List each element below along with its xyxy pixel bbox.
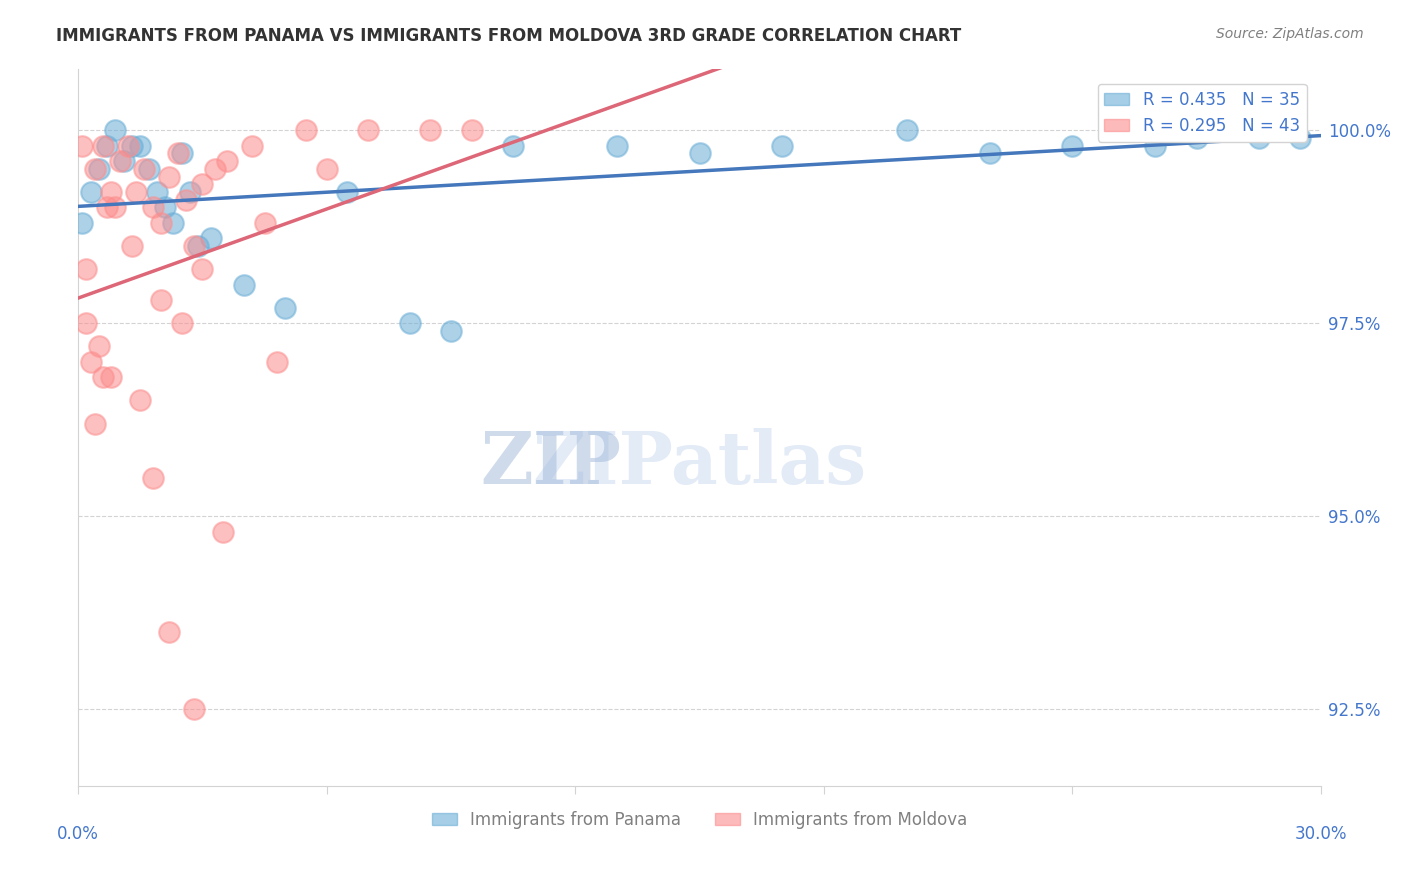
Immigrants from Moldova	[295, 123, 318, 137]
Immigrants from Panama	[1185, 131, 1208, 145]
Immigrants from Panama	[146, 185, 169, 199]
Immigrants from Moldova	[149, 216, 172, 230]
Immigrants from Moldova	[240, 138, 263, 153]
Text: ZIPatlas: ZIPatlas	[533, 428, 866, 499]
Immigrants from Moldova	[91, 370, 114, 384]
Immigrants from Panama	[1123, 123, 1146, 137]
Immigrants from Panama	[200, 231, 222, 245]
Immigrants from Moldova	[104, 201, 127, 215]
Immigrants from Panama	[1289, 131, 1312, 145]
Immigrants from Panama	[502, 138, 524, 153]
Immigrants from Moldova	[87, 339, 110, 353]
Immigrants from Panama	[398, 316, 420, 330]
Immigrants from Panama	[121, 138, 143, 153]
Immigrants from Moldova	[134, 161, 156, 176]
Immigrants from Panama	[170, 146, 193, 161]
Immigrants from Moldova	[357, 123, 380, 137]
Immigrants from Moldova	[72, 138, 94, 153]
Immigrants from Panama	[79, 185, 101, 199]
Text: ZIP: ZIP	[479, 428, 621, 499]
Immigrants from Panama	[153, 201, 176, 215]
Immigrants from Panama	[87, 161, 110, 176]
Immigrants from Panama	[896, 123, 918, 137]
Immigrants from Moldova	[75, 316, 97, 330]
Immigrants from Moldova	[183, 702, 205, 716]
Immigrants from Panama	[689, 146, 711, 161]
Immigrants from Panama	[979, 146, 1001, 161]
Immigrants from Panama	[440, 324, 463, 338]
Immigrants from Panama	[274, 301, 297, 315]
Immigrants from Panama	[232, 277, 254, 292]
Immigrants from Panama	[336, 185, 359, 199]
Immigrants from Moldova	[142, 470, 165, 484]
Immigrants from Panama	[104, 123, 127, 137]
Immigrants from Panama	[1144, 138, 1167, 153]
Immigrants from Moldova	[315, 161, 337, 176]
Immigrants from Moldova	[79, 355, 101, 369]
Immigrants from Panama	[129, 138, 152, 153]
Immigrants from Panama	[72, 216, 94, 230]
Immigrants from Moldova	[100, 370, 122, 384]
Immigrants from Panama	[606, 138, 628, 153]
Immigrants from Moldova	[191, 178, 214, 192]
Immigrants from Moldova	[217, 154, 239, 169]
Immigrants from Moldova	[83, 161, 105, 176]
Immigrants from Moldova	[204, 161, 226, 176]
Immigrants from Panama	[179, 185, 201, 199]
Immigrants from Moldova	[174, 193, 197, 207]
Immigrants from Moldova	[96, 201, 118, 215]
Immigrants from Moldova	[142, 201, 165, 215]
Immigrants from Moldova	[149, 293, 172, 307]
Immigrants from Moldova	[461, 123, 484, 137]
Immigrants from Panama	[1268, 123, 1291, 137]
Immigrants from Moldova	[83, 417, 105, 431]
Immigrants from Panama	[1227, 123, 1250, 137]
Immigrants from Moldova	[125, 185, 148, 199]
Immigrants from Moldova	[166, 146, 188, 161]
Immigrants from Panama	[1247, 131, 1270, 145]
Immigrants from Moldova	[183, 239, 205, 253]
Immigrants from Moldova	[157, 625, 180, 640]
Immigrants from Moldova	[157, 169, 180, 184]
Immigrants from Moldova	[419, 123, 441, 137]
Immigrants from Moldova	[170, 316, 193, 330]
Immigrants from Panama	[138, 161, 160, 176]
Immigrants from Panama	[187, 239, 209, 253]
Text: IMMIGRANTS FROM PANAMA VS IMMIGRANTS FROM MOLDOVA 3RD GRADE CORRELATION CHART: IMMIGRANTS FROM PANAMA VS IMMIGRANTS FRO…	[56, 27, 962, 45]
Text: 30.0%: 30.0%	[1295, 825, 1347, 843]
Immigrants from Moldova	[108, 154, 131, 169]
Text: Source: ZipAtlas.com: Source: ZipAtlas.com	[1216, 27, 1364, 41]
Immigrants from Moldova	[253, 216, 276, 230]
Legend: Immigrants from Panama, Immigrants from Moldova: Immigrants from Panama, Immigrants from …	[425, 805, 974, 836]
Immigrants from Moldova	[117, 138, 139, 153]
Immigrants from Moldova	[212, 524, 235, 539]
Immigrants from Panama	[1062, 138, 1084, 153]
Immigrants from Moldova	[191, 262, 214, 277]
Immigrants from Moldova	[266, 355, 288, 369]
Immigrants from Moldova	[121, 239, 143, 253]
Immigrants from Moldova	[100, 185, 122, 199]
Immigrants from Panama	[96, 138, 118, 153]
Text: 0.0%: 0.0%	[58, 825, 98, 843]
Immigrants from Panama	[162, 216, 184, 230]
Immigrants from Moldova	[75, 262, 97, 277]
Immigrants from Panama	[772, 138, 794, 153]
Immigrants from Panama	[112, 154, 135, 169]
Immigrants from Moldova	[129, 393, 152, 408]
Immigrants from Moldova	[91, 138, 114, 153]
